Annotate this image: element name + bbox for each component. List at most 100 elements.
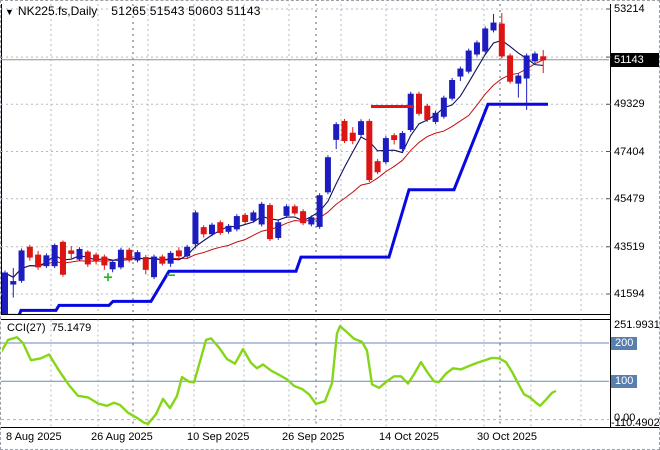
candle-body (540, 56, 547, 61)
candle-body (316, 195, 323, 227)
candle-body (159, 256, 166, 264)
cci-level-100-tag: 100 (611, 375, 638, 388)
candle-body (51, 245, 58, 267)
candle-body (2, 272, 8, 314)
indicator-name: CCI(27) (7, 322, 46, 334)
candle-body (391, 135, 398, 141)
pane-splitter[interactable] (1, 314, 610, 320)
ma-slow-line (4, 59, 544, 278)
candle-body (184, 246, 191, 257)
price-axis-label: 41594 (614, 288, 645, 300)
candle-body (93, 254, 100, 261)
candle-body (482, 28, 489, 52)
price-axis-label: 53214 (614, 3, 645, 15)
cci-scale-max-label: 251.9931 (614, 319, 660, 331)
candle-body (449, 79, 456, 99)
cci-scale-min-label: -110.4902 (611, 417, 660, 429)
candle-body (275, 222, 282, 238)
candles-layer[interactable] (2, 13, 547, 317)
candle-body (465, 50, 472, 72)
chart-menu-arrow-icon[interactable]: ▼ (5, 7, 14, 17)
candle-body (134, 252, 141, 261)
candle-body (498, 23, 505, 57)
ohlc-values: 51265 51543 50603 51143 (111, 4, 261, 18)
candle-body (416, 93, 422, 114)
candle-body (117, 249, 124, 268)
candle-body (43, 255, 50, 267)
candle-body (333, 124, 340, 140)
price-axis-label: 43519 (614, 240, 645, 253)
candle-body (175, 250, 182, 257)
candle-body (374, 161, 381, 173)
candle-body (101, 256, 108, 266)
candle-body (291, 206, 298, 214)
candle-body (242, 214, 249, 222)
candle-body (266, 205, 273, 240)
candle-body (349, 132, 356, 142)
price-axis-label: 47404 (614, 145, 645, 158)
candle-body (341, 120, 348, 142)
candle-body (217, 222, 224, 234)
time-axis-label: 26 Sep 2025 (282, 431, 345, 443)
candle-body (126, 249, 133, 261)
candle-body (200, 227, 207, 235)
cci-level-0-label: 0.00 (614, 412, 636, 424)
candle-body (233, 216, 240, 230)
candle-body (515, 75, 522, 84)
candle-body (142, 257, 149, 270)
candle-body (399, 132, 406, 150)
candle-body (283, 206, 290, 216)
candle-body (382, 138, 389, 163)
time-axis-label: 30 Oct 2025 (477, 431, 537, 443)
candle-body (407, 93, 414, 131)
candle-body (324, 157, 331, 193)
candle-body (68, 250, 75, 254)
candle-body (531, 53, 538, 62)
candle-body (424, 105, 431, 120)
candle-body (192, 212, 199, 245)
candle-body (26, 246, 33, 258)
time-axis-label: 26 Aug 2025 (91, 431, 153, 443)
candle-body (250, 212, 257, 221)
candle-body (300, 211, 307, 224)
current-price-tag: 51143 (611, 53, 659, 67)
candle-body (209, 224, 215, 235)
candle-body (358, 121, 365, 135)
price-axis-label: 49329 (614, 98, 645, 111)
candle-body (308, 217, 315, 225)
candle-body (109, 261, 116, 270)
time-axis-label: 10 Sep 2025 (187, 431, 250, 443)
candle-body (490, 22, 497, 31)
candle-body (440, 97, 447, 117)
time-axis-label: 8 Aug 2025 (6, 431, 62, 443)
candle-body (473, 42, 480, 55)
candle-body (507, 55, 514, 82)
candle-body (10, 281, 17, 285)
indicator-label: CCI(27) 75.1479 (7, 322, 91, 334)
candle-body (35, 254, 42, 268)
candle-body (432, 112, 439, 122)
chart-plot-area[interactable] (1, 4, 609, 314)
candle-body (84, 251, 91, 265)
price-axis-label: 45479 (614, 192, 645, 205)
candle-body (59, 241, 66, 275)
candle-body (366, 120, 373, 181)
step-support-line (2, 102, 548, 314)
symbol-period-label: NK225.fs,Daily (17, 4, 98, 18)
time-axis-label: 14 Oct 2025 (379, 431, 439, 443)
chart-title: ▼ NK225.fs,Daily 51265 51543 50603 51143 (5, 4, 261, 18)
cci-level-200-tag: 200 (611, 337, 638, 350)
cci-line (2, 324, 557, 426)
candle-body (457, 68, 464, 77)
candle-body (167, 252, 174, 264)
indicator-value: 75.1479 (51, 322, 92, 334)
candle-body (258, 203, 265, 225)
candle-body (18, 250, 25, 281)
candle-body (225, 225, 232, 232)
candle-body (76, 248, 83, 260)
indicator-plot-area[interactable] (1, 320, 609, 428)
candle-body (523, 55, 530, 79)
candle-body (151, 256, 158, 278)
